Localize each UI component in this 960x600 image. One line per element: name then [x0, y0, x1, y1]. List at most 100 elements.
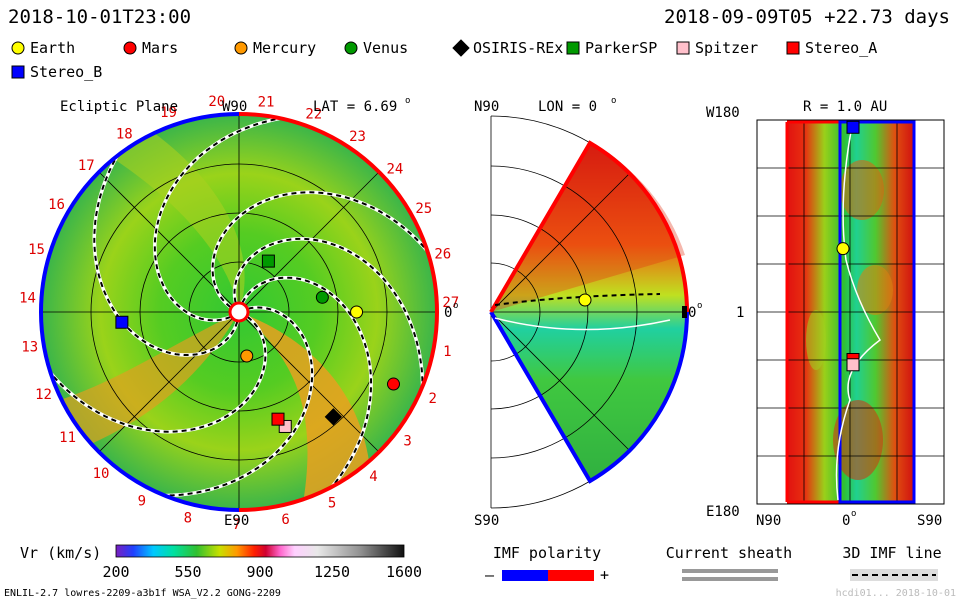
footer-left: ENLIL-2.7 lowres-2209-a3b1f WSA_V2.2 GON… — [4, 588, 281, 599]
day-label-20: 20 — [208, 94, 225, 110]
day-label-14: 14 — [19, 291, 36, 307]
rmap-e180-label: E180 — [706, 504, 740, 520]
mer-zero-degree: o — [697, 301, 702, 311]
ecliptic-venus-marker — [315, 290, 329, 304]
imf-line-2 — [49, 316, 267, 433]
ecliptic-earth-marker — [350, 305, 364, 319]
day-label-7: 7 — [232, 517, 240, 533]
legend-label-stereo_a: Stereo_A — [805, 39, 877, 57]
legend-label-spitzer: Spitzer — [695, 39, 758, 57]
day-label-4: 4 — [369, 469, 377, 485]
legend-marker-parkersp — [566, 41, 580, 55]
mer-n90-label: N90 — [474, 99, 499, 115]
legend-marker-mars — [123, 41, 137, 55]
rmap-w180-label: W180 — [706, 105, 740, 121]
imf-line-1 — [164, 306, 314, 497]
rmap-x-n90: N90 — [756, 513, 781, 529]
body-legend: Earth Mars Mercury Venus OSIRIS-REx ParkerSP S… — [11, 39, 877, 81]
ecliptic-mars-marker — [386, 377, 400, 391]
rmap-x-zero: 0 — [842, 513, 850, 529]
imf-lines — [49, 116, 429, 498]
legend-marker-osiris-rex — [452, 39, 470, 57]
rmap-earth-marker — [836, 242, 850, 256]
ecliptic-osiris-rex-marker — [324, 408, 343, 426]
imf-line-label: 3D IMF line — [842, 544, 941, 562]
imf-line-6 — [233, 237, 424, 387]
imf-pos-swatch — [548, 570, 594, 581]
meridional-earth-marker — [578, 293, 592, 307]
imf-line-4 — [153, 117, 281, 322]
day-label-22: 22 — [305, 107, 322, 123]
day-label-25: 25 — [415, 201, 432, 217]
ecliptic-panel: 20 21222324252627123456789101112131415161… — [19, 94, 459, 533]
timestamp: 2018-10-01T23:00 — [8, 6, 192, 28]
footer-right: hcdi01... 2018-10-01 — [836, 588, 956, 599]
ecliptic-stereo_b-marker — [115, 315, 129, 329]
day-label-19: 19 — [160, 105, 177, 121]
day-label-11: 11 — [59, 430, 76, 446]
imf-polarity-label: IMF polarity — [493, 544, 601, 562]
imf-line-5 — [211, 191, 429, 308]
ecliptic-title: Ecliptic Plane — [60, 99, 178, 115]
colorbar — [115, 544, 405, 558]
rmap-panel — [756, 119, 945, 505]
day-label-16: 16 — [48, 197, 65, 213]
ecl-zero-degree: o — [453, 301, 458, 311]
day-label-5: 5 — [328, 496, 336, 512]
lat-degree: o — [405, 96, 410, 106]
colorbar-label: Vr (km/s) — [20, 544, 101, 562]
day-label-18: 18 — [116, 127, 133, 143]
legend-label-venus: Venus — [363, 39, 408, 57]
ecliptic-mercury-marker — [240, 349, 254, 363]
rmap-title: R = 1.0 AU — [803, 99, 887, 115]
colorbar-tick-200: 200 — [102, 563, 129, 581]
mer-s90-label: S90 — [474, 513, 499, 529]
day-label-15: 15 — [28, 242, 45, 258]
day-label-26: 26 — [434, 247, 451, 263]
legend-marker-earth — [11, 41, 25, 55]
rmap-spitzer-marker — [846, 358, 860, 372]
ecl-zero-label: 0 — [444, 305, 452, 321]
lat-label: LAT = 6.69 — [313, 99, 397, 115]
day-label-9: 9 — [138, 493, 146, 509]
legend-marker-venus — [344, 41, 358, 55]
day-label-6: 6 — [281, 512, 289, 528]
legend-marker-stereo_a — [786, 41, 800, 55]
current-sheath-label: Current sheath — [666, 544, 792, 562]
legend-label-earth: Earth — [30, 39, 75, 57]
mer-lon-label: LON = 0 — [538, 99, 597, 115]
sun-marker — [228, 301, 250, 323]
day-label-3: 3 — [403, 434, 411, 450]
day-label-27: 27 — [442, 295, 459, 311]
legend-label-parkersp: ParkerSP — [585, 39, 657, 57]
rmap-mid-label: 1 — [736, 305, 744, 321]
legend-marker-mercury — [234, 41, 248, 55]
e90-label: E90 — [224, 513, 249, 529]
imf-line-3 — [93, 155, 239, 356]
rmap-x-s90: S90 — [917, 513, 942, 529]
imf-neg-swatch — [502, 570, 548, 581]
legend-label-mars: Mars — [142, 39, 178, 57]
colorbar-tick-900: 900 — [246, 563, 273, 581]
w90-label: W90 — [222, 99, 247, 115]
meridional-panel — [489, 115, 689, 509]
colorbar-tick-1250: 1250 — [314, 563, 350, 581]
day-label-10: 10 — [93, 466, 110, 482]
current-sheath-swatch-2 — [682, 577, 778, 581]
run-info: 2018-09-09T05 +22.73 days — [664, 6, 950, 28]
ecliptic-parkersp-marker — [261, 254, 275, 268]
day-label-1: 1 — [443, 344, 451, 360]
imf-plus: + — [600, 566, 609, 584]
legend-marker-stereo_b — [11, 65, 25, 79]
day-label-13: 13 — [21, 340, 38, 356]
ecliptic-stereo_a-marker — [271, 412, 285, 426]
legend-label-stereo_b: Stereo_B — [30, 63, 102, 81]
mer-lon-degree: o — [611, 96, 616, 106]
current-sheath-swatch-1 — [682, 569, 778, 573]
day-label-12: 12 — [35, 387, 52, 403]
colorbar-tick-550: 550 — [174, 563, 201, 581]
rmap-x-degree: o — [851, 509, 856, 519]
legend-label-osiris-rex: OSIRIS-REx — [473, 39, 563, 57]
colorbar-tick-1600: 1600 — [386, 563, 422, 581]
